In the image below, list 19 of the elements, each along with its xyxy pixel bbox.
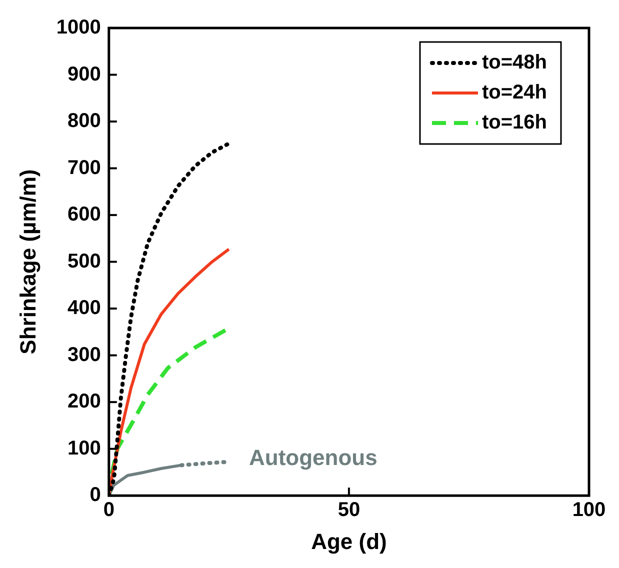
y-tick-label: 400 bbox=[68, 297, 101, 320]
y-tick-label: 500 bbox=[68, 250, 101, 272]
legend-label: to=24h bbox=[482, 82, 548, 104]
x-axis-title: Age (d) bbox=[311, 528, 387, 554]
y-tick-label: 900 bbox=[68, 63, 101, 86]
annotation: Autogenous bbox=[249, 444, 378, 470]
x-tick-label: 100 bbox=[572, 499, 606, 522]
legend-label: to=48h bbox=[482, 52, 548, 74]
x-tick-label: 50 bbox=[338, 499, 360, 522]
y-tick-label: 300 bbox=[68, 344, 101, 366]
y-tick-label: 800 bbox=[68, 110, 101, 132]
y-tick-label: 1000 bbox=[56, 16, 101, 39]
legend-label: to=16h bbox=[482, 112, 548, 134]
y-axis-title: Shrinkage (µm/m) bbox=[15, 169, 40, 354]
y-tick-label: 600 bbox=[68, 204, 101, 226]
y-tick-label: 100 bbox=[68, 437, 101, 460]
y-tick-label: 700 bbox=[68, 156, 101, 179]
y-tick-label: 0 bbox=[90, 484, 101, 506]
y-tick-label: 200 bbox=[68, 390, 101, 413]
